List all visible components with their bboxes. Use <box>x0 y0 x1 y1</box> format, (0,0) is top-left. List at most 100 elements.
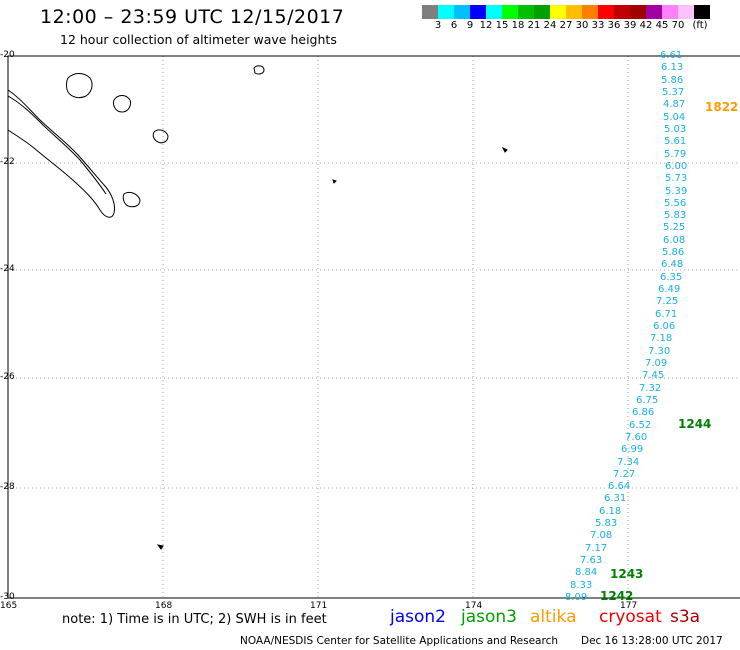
track-value: 7.18 <box>650 333 673 344</box>
footer-note: note: 1) Time is in UTC; 2) SWH is in fe… <box>62 612 327 627</box>
new-caledonia-outer-coast <box>7 89 115 218</box>
legend-label: 33 <box>591 20 605 31</box>
track-value: 7.32 <box>639 383 662 394</box>
track-value: 5.56 <box>664 198 687 209</box>
longitude-label: 171 <box>310 601 328 611</box>
track-value: 8.84 <box>575 567 598 578</box>
legend-label: 70 <box>671 20 685 31</box>
track-value: 6.86 <box>632 407 655 418</box>
legend-swatch <box>518 5 534 19</box>
legend-swatch <box>630 5 646 19</box>
track-value: 6.48 <box>661 259 684 270</box>
satellite-name: altika <box>530 607 577 627</box>
pass-time-label: 1242 <box>600 589 634 603</box>
track-value: 6.06 <box>653 321 676 332</box>
color-legend: 3 6 9 12 15 18 21 24 27 30 33 36 39 42 45 70 (ft) <box>422 5 740 33</box>
pass-time-label: 1243 <box>610 567 644 581</box>
page-title: 12:00 – 23:59 UTC 12/15/2017 <box>40 6 345 28</box>
track-value: 7.25 <box>656 296 679 307</box>
track-value: 5.83 <box>664 210 687 221</box>
pass-time-label: 1822 <box>705 100 739 114</box>
legend-label: 6 <box>450 20 458 31</box>
track-value: 5.86 <box>662 247 685 258</box>
track-value: 7.27 <box>613 469 636 480</box>
islet-matthew <box>332 179 337 184</box>
legend-swatch <box>646 5 662 19</box>
legend-label: 45 <box>655 20 669 31</box>
legend-swatch <box>534 5 550 19</box>
legend-label: 30 <box>575 20 589 31</box>
track-value: 7.30 <box>648 346 671 357</box>
satellite-name: jason3 <box>461 607 517 627</box>
track-value: 5.86 <box>661 75 684 86</box>
legend-label: 21 <box>527 20 541 31</box>
legend-swatch <box>438 5 454 19</box>
latitude-label: -22 <box>0 157 15 167</box>
islet-south <box>156 544 164 550</box>
legend-label: 18 <box>511 20 525 31</box>
legend-swatch <box>454 5 470 19</box>
track-value: 5.73 <box>665 173 688 184</box>
latitude-label: -24 <box>0 264 15 274</box>
latitude-label: -20 <box>0 50 15 60</box>
legend-label: 12 <box>479 20 493 31</box>
legend-swatch <box>614 5 630 19</box>
legend-labels: 3 6 9 12 15 18 21 24 27 30 33 36 39 42 45 70 (ft) <box>422 19 740 33</box>
new-caledonia-inner-coast <box>7 95 107 195</box>
track-value: 7.45 <box>642 370 665 381</box>
map-grid <box>8 55 740 599</box>
track-value: 6.00 <box>665 161 688 172</box>
longitude-label: 174 <box>465 601 483 611</box>
loyalty-island-large <box>66 73 93 99</box>
legend-label: 36 <box>607 20 621 31</box>
track-value: 5.37 <box>662 87 685 98</box>
longitude-label: 177 <box>620 601 638 611</box>
loyalty-island-mid <box>113 95 131 113</box>
track-value: 6.64 <box>608 481 631 492</box>
footer-credit: NOAA/NESDIS Center for Satellite Applica… <box>240 635 558 647</box>
track-value: 5.61 <box>664 136 687 147</box>
legend-swatch <box>470 5 486 19</box>
islet-hunter <box>501 146 508 153</box>
track-value: 6.99 <box>621 444 644 455</box>
legend-swatch <box>582 5 598 19</box>
track-value: 6.71 <box>655 309 678 320</box>
track-value: 6.35 <box>660 272 683 283</box>
track-value: 6.52 <box>629 420 652 431</box>
latitude-label: -28 <box>0 482 15 492</box>
longitude-label: 168 <box>155 601 173 611</box>
legend-label: 42 <box>639 20 653 31</box>
satellite-name: jason2 <box>390 607 446 627</box>
track-value: 7.08 <box>590 530 613 541</box>
track-value: 6.75 <box>636 395 659 406</box>
page-subtitle: 12 hour collection of altimeter wave hei… <box>60 32 337 47</box>
legend-label: 9 <box>466 20 474 31</box>
track-value: 8.33 <box>570 580 593 591</box>
latitude-label: -26 <box>0 372 15 382</box>
track-value: 7.34 <box>617 457 640 468</box>
track-value: 5.79 <box>664 149 687 160</box>
legend-label: 3 <box>434 20 442 31</box>
track-value: 6.18 <box>599 506 622 517</box>
pass-time-label: 1244 <box>678 417 712 431</box>
map-frame <box>7 55 740 599</box>
legend-label: 39 <box>623 20 637 31</box>
legend-swatch <box>486 5 502 19</box>
track-value: 7.17 <box>585 543 608 554</box>
track-value: 6.31 <box>604 493 627 504</box>
track-value: 7.63 <box>580 555 603 566</box>
footer-timestamp: Dec 16 13:28:00 UTC 2017 <box>581 635 723 647</box>
track-value: 7.09 <box>645 358 668 369</box>
latitude-label: -30 <box>0 592 15 602</box>
legend-swatch <box>678 5 694 19</box>
legend-label: 27 <box>559 20 573 31</box>
legend-swatch <box>598 5 614 19</box>
isle-of-pines <box>122 191 141 208</box>
track-value: 5.04 <box>663 112 686 123</box>
legend-swatches <box>422 5 740 19</box>
track-value: 5.03 <box>664 124 687 135</box>
track-value: 6.13 <box>661 62 684 73</box>
track-value: 5.39 <box>665 186 688 197</box>
track-value: 6.61 <box>660 50 683 61</box>
